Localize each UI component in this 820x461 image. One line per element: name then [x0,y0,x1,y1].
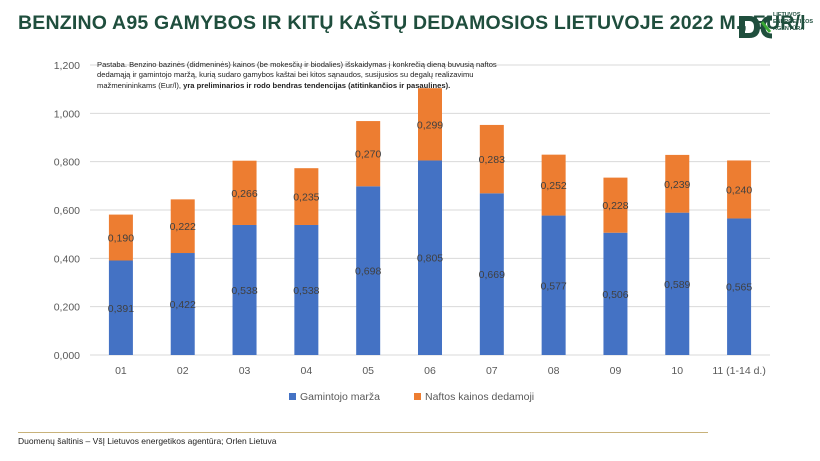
data-label: 0,577 [540,280,566,292]
data-label: 0,538 [231,285,257,297]
data-label: 0,805 [417,253,443,265]
legend-swatch [289,393,296,400]
data-label: 0,222 [170,221,196,233]
data-label: 0,239 [664,179,690,191]
data-label: 0,422 [170,299,196,311]
note-text: Pastaba. Benzino bazinės (didmeninės) ka… [97,60,497,90]
data-label: 0,538 [293,285,319,297]
legend-swatch [414,393,421,400]
bar-gamintojo-marza [541,215,566,355]
note-bold-text: yra preliminarios ir rodo bendras tenden… [183,80,451,90]
bar-naftos-dedamoji [170,199,195,254]
x-tick-label: 01 [115,365,127,377]
bar-naftos-dedamoji [294,168,319,225]
x-tick-label: 04 [301,365,313,377]
bar-gamintojo-marza [727,218,752,355]
bar-naftos-dedamoji [418,88,442,161]
data-label: 0,669 [479,269,505,281]
x-axis-ticks: 01 02 03 04 05 06 07 08 09 10 11 (1-14 d.) [115,365,766,377]
data-label: 0,299 [417,119,443,131]
x-tick-label: 07 [486,365,498,377]
y-tick-label: 0,600 [54,205,80,217]
bar-naftos-dedamoji [727,160,752,219]
bar-naftos-dedamoji [665,154,690,213]
y-tick-label: 1,000 [54,108,80,120]
data-label: 0,283 [479,154,505,166]
bar-naftos-dedamoji [603,177,628,233]
legend-label: Naftos kainos dedamoji [425,391,534,403]
bars [108,88,752,355]
logo-line: LIETUVOS [773,12,801,18]
x-tick-label: 02 [177,365,189,377]
bar-gamintojo-marza [603,232,628,355]
bar-gamintojo-marza [665,212,690,355]
data-label: 0,252 [540,180,566,192]
footer-divider [18,432,708,433]
x-tick-label: 10 [671,365,683,377]
data-label: 0,228 [602,200,628,212]
data-label: 0,266 [231,188,257,200]
data-label: 0,589 [664,279,690,291]
x-tick-label: 03 [239,365,251,377]
bar-gamintojo-marza [479,193,504,355]
bar-naftos-dedamoji [356,121,381,187]
data-label: 0,698 [355,266,381,278]
data-label: 0,270 [355,149,381,161]
data-label: 0,240 [726,184,752,196]
source-text: Duomenų šaltinis – VšĮ Lietuvos energeti… [18,436,277,446]
data-label: 0,235 [293,192,319,204]
data-labels: 0,391 0,190 0,422 0,222 0,538 0,266 0,538 0,235… [108,119,753,314]
legend-label: Gamintojo marža [300,391,380,403]
bar-gamintojo-marza [356,186,381,355]
data-label: 0,391 [108,303,134,315]
bar-gamintojo-marza [232,224,257,355]
logo-line: ENERGETIKOS [773,19,814,25]
bar-gamintojo-marza [294,224,319,355]
bar-gamintojo-marza [418,160,442,355]
data-label: 0,190 [108,233,134,245]
bar-naftos-dedamoji [541,154,566,216]
bar-naftos-dedamoji [108,214,133,261]
bar-gamintojo-marza [170,253,195,355]
bar-naftos-dedamoji [479,124,504,194]
legend: Gamintojo marža Naftos kainos dedamoji [289,391,534,403]
x-tick-label: 09 [610,365,622,377]
y-tick-label: 0,200 [54,302,80,314]
logo-line: AGENTŪRA [773,26,805,32]
logo-icon [739,15,773,39]
y-tick-label: 0,800 [54,157,80,169]
y-tick-label: 0,000 [54,350,80,362]
x-tick-label: 11 (1-14 d.) [712,365,766,377]
x-tick-label: 08 [548,365,560,377]
x-tick-label: 05 [362,365,374,377]
logo-text: LIETUVOS ENERGETIKOS AGENTŪRA [773,12,819,33]
bar-gamintojo-marza [108,260,133,355]
chart-note: Pastaba. Benzino bazinės (didmeninės) ka… [97,60,517,91]
y-axis-ticks: 0,000 0,200 0,400 0,600 0,800 1,000 1,200 [54,60,80,362]
bar-naftos-dedamoji [232,160,257,225]
y-tick-label: 0,400 [54,253,80,265]
data-label: 0,506 [602,289,628,301]
data-label: 0,565 [726,282,752,294]
page-title: BENZINO A95 GAMYBOS IR KITŲ KAŠTŲ DEDAMO… [18,12,806,34]
y-tick-label: 1,200 [54,60,80,72]
x-tick-label: 06 [424,365,436,377]
